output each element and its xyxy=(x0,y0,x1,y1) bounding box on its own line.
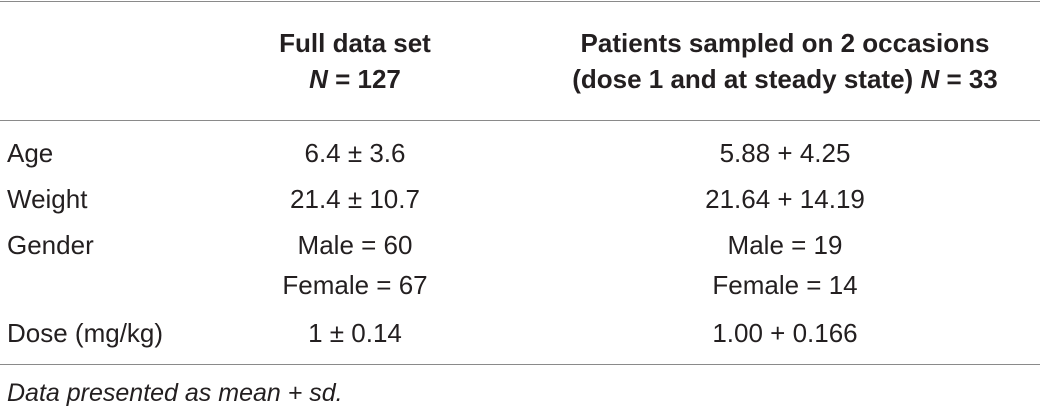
row-full-value: Male = 60 Female = 67 xyxy=(190,225,520,305)
row-patients-value-line: 1.00 + 0.166 xyxy=(712,318,858,348)
row-full-value: 6.4 ± 3.6 xyxy=(190,133,520,173)
header-col1-n-value: = 127 xyxy=(327,64,401,94)
header-col2-subtitle-text: (dose 1 and at steady state) xyxy=(572,64,921,94)
row-full-value-line: 6.4 ± 3.6 xyxy=(304,138,406,168)
bottom-rule xyxy=(0,364,1040,365)
header-col1-n: N = 127 xyxy=(190,61,520,97)
row-label: Dose (mg/kg) xyxy=(7,318,164,348)
row-full-value: 21.4 ± 10.7 xyxy=(190,179,520,219)
row-patients-value: 1.00 + 0.166 xyxy=(520,313,1040,353)
header-col1-n-label: N xyxy=(309,64,328,94)
table-footnote: Data presented as mean + sd. xyxy=(7,379,343,407)
row-full-value-line: 21.4 ± 10.7 xyxy=(290,184,420,214)
row-patients-value-line: 5.88 + 4.25 xyxy=(719,138,851,168)
row-label: Weight xyxy=(7,184,88,214)
row-patients-value-line: Female = 14 xyxy=(712,270,858,300)
header-col2-n-label: N xyxy=(920,64,940,94)
top-rule xyxy=(0,1,1040,2)
row-full-value: 1 ± 0.14 xyxy=(190,313,520,353)
header-patients-sampled: Patients sampled on 2 occasions (dose 1 … xyxy=(520,25,1040,97)
header-col1-title: Full data set xyxy=(279,28,431,58)
row-full-value-line: Male = 60 xyxy=(297,230,413,260)
row-full-value-line: Female = 67 xyxy=(282,270,428,300)
header-rule xyxy=(0,120,1040,121)
table-header: Full data set N = 127 Patients sampled o… xyxy=(0,25,1040,105)
row-label: Gender xyxy=(7,230,94,260)
row-patients-value: Male = 19 Female = 14 xyxy=(520,225,1040,305)
row-patients-value: 21.64 + 14.19 xyxy=(520,179,1040,219)
header-col2-title: Patients sampled on 2 occasions xyxy=(580,28,990,58)
row-label: Age xyxy=(7,138,54,168)
row-patients-value-line: Male = 19 xyxy=(727,230,843,260)
row-full-value-line: 1 ± 0.14 xyxy=(308,318,402,348)
header-col2-subtitle: (dose 1 and at steady state) N = 33 xyxy=(520,61,1040,97)
header-full-data-set: Full data set N = 127 xyxy=(190,25,520,97)
row-patients-value: 5.88 + 4.25 xyxy=(520,133,1040,173)
row-patients-value-line: 21.64 + 14.19 xyxy=(705,184,865,214)
header-col2-n-value: = 33 xyxy=(939,64,998,94)
